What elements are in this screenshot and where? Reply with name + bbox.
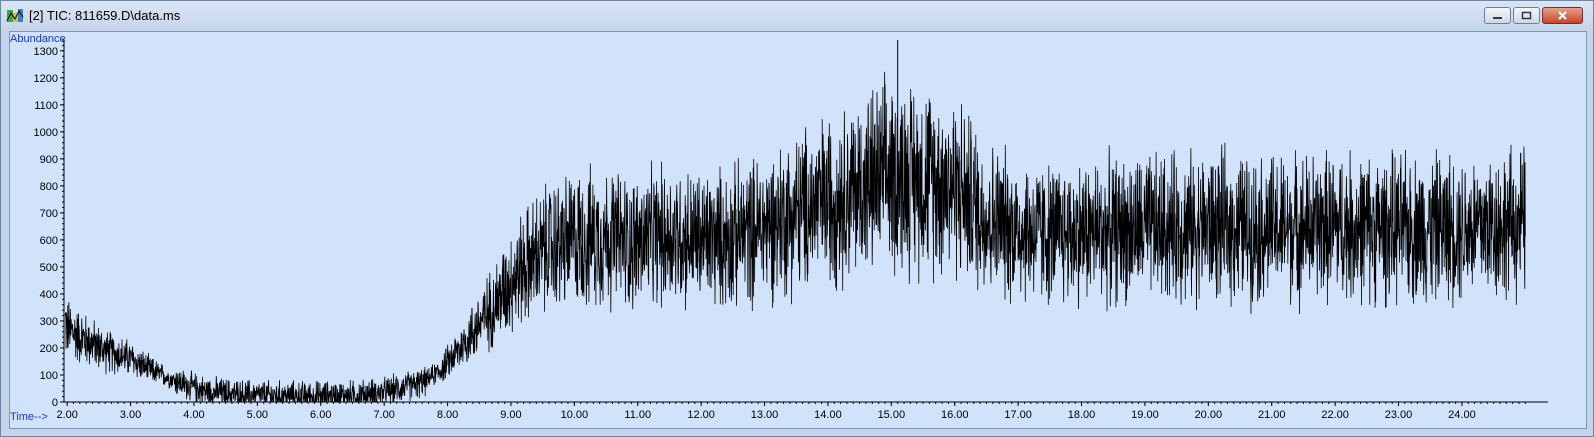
chromatogram-app-icon (6, 8, 24, 22)
y-tick-label: 900 (40, 154, 58, 166)
y-tick-label: 1000 (34, 127, 58, 139)
series-tic (64, 40, 1526, 404)
x-tick-label: 12.00 (687, 409, 715, 421)
axes: 0 100 200 300 400 500 600 700 800 900 1000 1100 1200… (34, 39, 1548, 421)
close-button[interactable] (1542, 7, 1583, 24)
x-tick-label: 3.00 (120, 409, 141, 421)
x-tick-label: 23.00 (1385, 409, 1413, 421)
y-tick-label: 1200 (34, 73, 58, 85)
minimize-button[interactable] (1484, 7, 1511, 24)
y-tick-label: 100 (40, 370, 58, 382)
x-tick-label: 11.00 (624, 409, 651, 421)
y-tick-label: 600 (40, 235, 58, 247)
x-tick-label: 7.00 (373, 409, 394, 421)
restore-icon (1521, 11, 1532, 20)
y-axis-label: Abundance (10, 33, 66, 45)
x-tick-label: 22.00 (1321, 409, 1349, 421)
window-title: [2] TIC: 811659.D\data.ms (29, 8, 181, 23)
x-tick-label: 19.00 (1131, 409, 1159, 421)
y-tick-label: 800 (40, 181, 58, 193)
x-tick-label: 17.00 (1004, 409, 1032, 421)
y-tick-label: 200 (40, 343, 58, 355)
tic-trace (64, 71, 1526, 404)
y-tick-label: 0 (52, 397, 58, 409)
window-controls (1484, 7, 1583, 24)
tic-chart: Abundance Time--> 0 100 200 300 400 500 600 700… (10, 33, 1548, 423)
x-tick-label: 21.00 (1258, 409, 1286, 421)
x-tick-label: 9.00 (500, 409, 521, 421)
x-tick-label: 8.00 (437, 409, 458, 421)
x-tick-label: 6.00 (310, 409, 331, 421)
y-tick-label: 500 (40, 262, 58, 274)
y-tick-label: 300 (40, 316, 58, 328)
maximize-button[interactable] (1513, 7, 1540, 24)
x-tick-label: 16.00 (941, 409, 969, 421)
minimize-icon (1493, 17, 1502, 19)
x-tick-label: 13.00 (751, 409, 779, 421)
close-icon (1558, 11, 1567, 20)
x-tick-label: 15.00 (878, 409, 906, 421)
x-tick-label: 5.00 (247, 409, 268, 421)
title-bar[interactable]: [2] TIC: 811659.D\data.ms (1, 1, 1593, 30)
x-tick-label: 10.00 (561, 409, 589, 421)
y-tick-label: 1100 (34, 100, 58, 112)
y-tick-label: 1300 (34, 46, 58, 58)
x-tick-label: 2.00 (56, 409, 77, 421)
x-tick-label: 18.00 (1068, 409, 1096, 421)
y-tick-label: 700 (40, 208, 58, 220)
x-axis-label: Time--> (10, 411, 48, 423)
x-tick-label: 20.00 (1195, 409, 1223, 421)
x-tick-label: 14.00 (814, 409, 842, 421)
x-tick-label: 4.00 (183, 409, 204, 421)
plot-area[interactable]: Abundance Time--> 0 100 200 300 400 500 600 700… (9, 31, 1587, 429)
y-tick-label: 400 (40, 289, 58, 301)
x-tick-label: 24.00 (1448, 409, 1476, 421)
